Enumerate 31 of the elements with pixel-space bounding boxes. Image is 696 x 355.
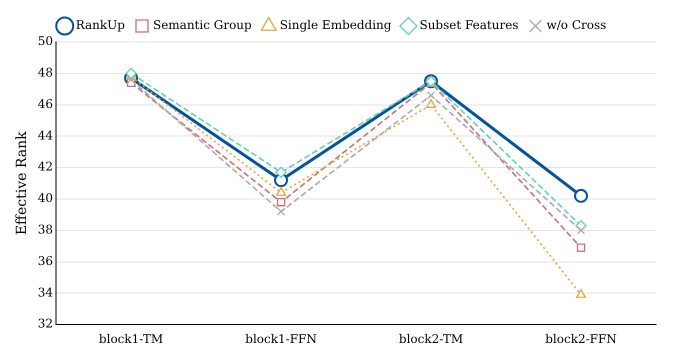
point — [576, 226, 586, 235]
y-tick-label: 48 — [38, 66, 54, 80]
point — [574, 188, 588, 203]
point — [276, 187, 286, 196]
legend-label: w/o Cross — [546, 18, 606, 32]
point — [276, 198, 286, 206]
y-tick-label: 46 — [38, 96, 54, 111]
y-tick-label: 36 — [38, 254, 54, 268]
legend-label: Single Embedding — [280, 18, 392, 32]
y-tick-label: 44 — [38, 128, 54, 142]
point — [426, 99, 436, 108]
point — [576, 289, 586, 298]
point — [426, 91, 436, 100]
legend-label: RankUp — [76, 18, 126, 32]
y-tick-label: 40 — [38, 191, 54, 206]
point — [276, 207, 286, 216]
point — [576, 243, 586, 252]
y-tick-label: 34 — [38, 285, 54, 300]
point — [125, 68, 137, 80]
y-tick-label: 50 — [38, 34, 54, 48]
x-tick-label: block2-FFN — [545, 332, 617, 346]
point — [275, 166, 287, 178]
x-tick-label: block2-TM — [398, 332, 464, 346]
legend-label: Subset Features — [419, 18, 518, 32]
y-axis-title: Effective Rank — [14, 130, 30, 236]
x-tick-label: block1-TM — [98, 332, 164, 346]
y-tick-label: 32 — [38, 316, 54, 331]
y-tick-label: 42 — [38, 160, 54, 174]
x-tick-label: block1-FFN — [245, 332, 317, 346]
legend-label: Semantic Group — [152, 18, 252, 32]
y-tick-label: 38 — [38, 222, 54, 237]
